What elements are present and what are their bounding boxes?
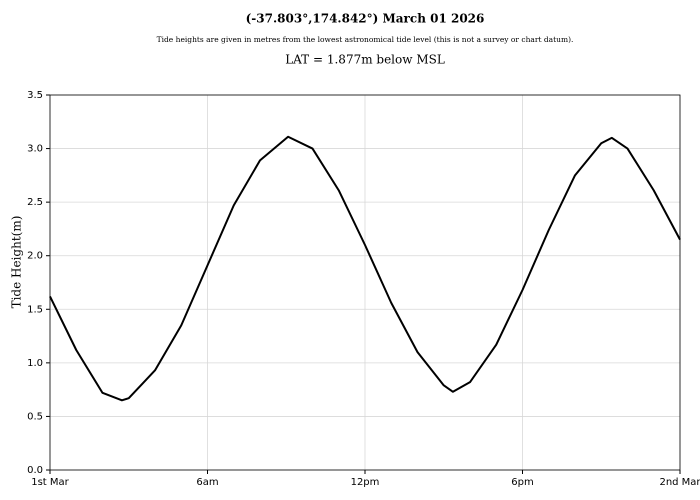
x-tick-label: 12pm xyxy=(351,477,380,488)
y-tick-label: 2.0 xyxy=(27,251,43,262)
plot-frame xyxy=(49,94,681,471)
y-tick-label: 3.5 xyxy=(27,90,43,101)
chart-subtitle: Tide heights are given in metres from th… xyxy=(157,35,574,44)
y-tick-label: 0.5 xyxy=(27,411,43,422)
tide-line xyxy=(49,135,681,402)
y-axis-label: Tide Height(m) xyxy=(10,216,24,309)
y-tick-label: 1.0 xyxy=(27,358,43,369)
y-tick-label: 1.5 xyxy=(27,304,43,315)
chart-title: (-37.803°,174.842°) March 01 2026 xyxy=(246,12,485,26)
x-tick-label: 6pm xyxy=(511,477,533,488)
x-tick-label: 1st Mar xyxy=(31,477,69,488)
annotation: LAT = 1.877m below MSL xyxy=(285,53,445,67)
x-tick-label: 2nd Mar xyxy=(659,477,700,488)
y-tick-label: 2.5 xyxy=(27,197,43,208)
y-tick-label: 3.0 xyxy=(27,144,43,155)
x-tick-label: 6am xyxy=(196,477,218,488)
y-tick-label: 0.0 xyxy=(27,465,43,476)
